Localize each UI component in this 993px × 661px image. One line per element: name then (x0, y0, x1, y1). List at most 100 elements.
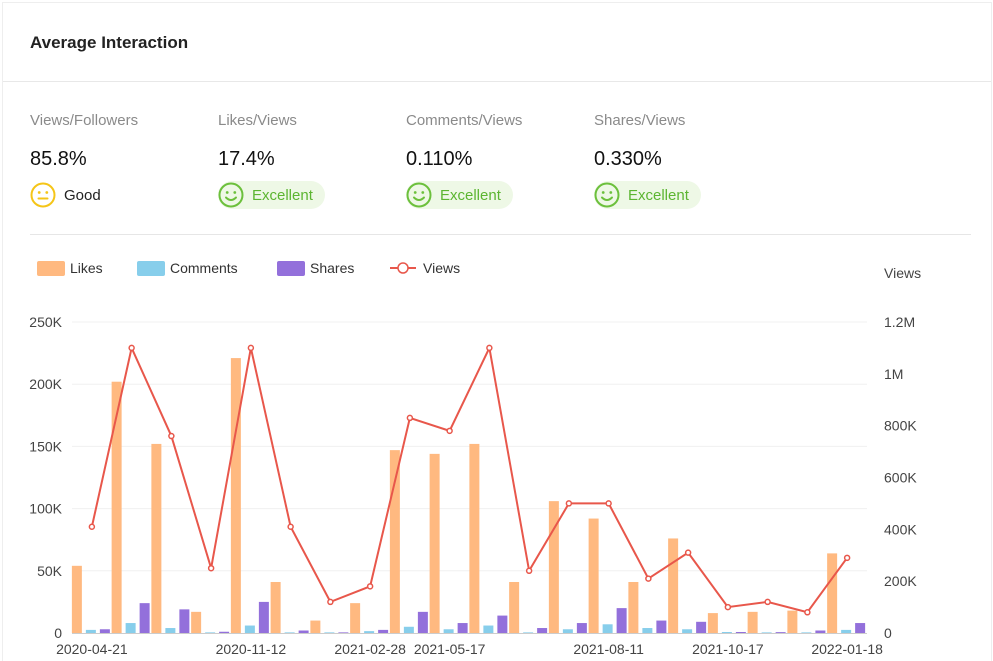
bar-likes (747, 611, 758, 633)
point-views (168, 432, 175, 440)
x-axis-tick-label: 2021-10-17 (692, 641, 764, 657)
line-views (90, 344, 848, 614)
right-axis-tick-label: 200K (884, 573, 917, 589)
right-axis-tick-label: 600K (884, 470, 917, 486)
x-axis-tick-label: 2021-05-17 (414, 641, 486, 657)
right-axis-tick-label: 0 (884, 625, 892, 641)
legend-swatch-likes[interactable] (37, 261, 65, 276)
bar-likes (787, 610, 798, 633)
bar-comments (602, 624, 613, 633)
x-axis-tick-label: 2021-02-28 (334, 641, 406, 657)
right-axis-tick-label: 400K (884, 521, 917, 537)
point-views (605, 500, 612, 507)
bar-likes (509, 581, 520, 633)
metric-label: Views/Followers (30, 112, 139, 129)
left-axis-tick-label: 50K (37, 563, 63, 579)
point-views (128, 344, 135, 352)
bar-shares (616, 608, 627, 633)
bar-likes (548, 501, 559, 633)
point-views (327, 598, 334, 606)
right-axis-title: Views (884, 265, 921, 281)
point-views (684, 549, 692, 556)
bar-likes (389, 450, 400, 633)
point-views (724, 603, 732, 611)
legend-marker-views[interactable] (397, 262, 409, 274)
legend-swatch-comments[interactable] (137, 261, 165, 276)
bar-likes (191, 611, 202, 633)
smiley-neutral-icon (30, 182, 56, 208)
bar-likes (230, 358, 241, 633)
legend-swatch-shares[interactable] (277, 261, 305, 276)
bar-comments (85, 629, 96, 633)
right-axis-tick-label: 800K (884, 418, 917, 434)
bar-shares (99, 629, 110, 633)
metric-value: 0.110% (406, 148, 473, 170)
bar-likes (270, 581, 281, 633)
bar-shares (497, 615, 508, 633)
bar-comments (165, 628, 176, 633)
bar-shares (815, 630, 826, 633)
metric-comments-views: Comments/Views 0.110% Excellent (406, 111, 586, 213)
rating-badge: Excellent (594, 181, 701, 209)
bar-shares (576, 623, 587, 633)
bar-shares (537, 628, 548, 633)
bar-likes (310, 620, 321, 633)
bar-shares (457, 623, 468, 633)
metric-shares-views: Shares/Views 0.330% Excellent (594, 111, 774, 213)
bar-comments (284, 632, 295, 633)
bar-shares (139, 603, 150, 633)
bar-comments (761, 632, 772, 633)
point-views (804, 609, 811, 616)
x-axis-tick-label: 2021-08-11 (573, 641, 644, 657)
bar-comments (125, 623, 136, 633)
bar-likes (827, 553, 838, 633)
metric-label: Likes/Views (218, 112, 297, 129)
smiley-happy-icon (594, 182, 620, 208)
legend-label-likes[interactable]: Likes (70, 260, 103, 276)
bar-shares (179, 609, 190, 633)
left-axis-tick-label: 0 (54, 625, 62, 641)
bar-shares (696, 621, 707, 633)
legend-label-comments[interactable]: Comments (170, 260, 238, 276)
bar-likes (469, 443, 480, 633)
bar-likes (111, 381, 122, 633)
rating-text: Excellent (440, 186, 501, 204)
bar-likes (628, 581, 639, 633)
rating-text: Excellent (252, 186, 313, 204)
bar-shares (417, 611, 428, 633)
x-axis-tick-label: 2020-11-12 (216, 641, 287, 657)
point-views (247, 344, 255, 352)
legend-label-views[interactable]: Views (423, 260, 460, 276)
bar-shares (775, 632, 786, 633)
bar-comments (642, 628, 653, 633)
bar-comments (801, 632, 812, 633)
bar-shares (378, 629, 389, 633)
point-views (486, 344, 493, 352)
x-axis-tick-label: 2020-04-21 (56, 641, 128, 657)
bar-likes (668, 538, 679, 633)
point-views (366, 583, 374, 590)
bar-comments (562, 629, 573, 633)
metric-value: 17.4% (218, 148, 275, 170)
bar-shares (735, 632, 746, 633)
bar-comments (364, 631, 375, 633)
left-axis-tick-label: 200K (29, 376, 62, 392)
card-header: Average Interaction (3, 3, 991, 82)
bar-comments (483, 625, 494, 633)
bar-comments (324, 632, 335, 633)
left-axis-tick-label: 100K (29, 501, 62, 517)
rating-text: Excellent (628, 186, 689, 204)
bar-shares (298, 630, 309, 633)
point-views (207, 564, 215, 572)
right-axis-tick-label: 1.2M (884, 314, 915, 330)
point-views (645, 575, 652, 582)
bar-likes (151, 443, 162, 633)
point-views (287, 523, 294, 530)
point-views (525, 567, 533, 575)
legend-label-shares[interactable]: Shares (310, 260, 354, 276)
bar-likes (707, 613, 718, 633)
metric-label: Comments/Views (406, 112, 523, 129)
metric-label: Shares/Views (594, 112, 686, 129)
